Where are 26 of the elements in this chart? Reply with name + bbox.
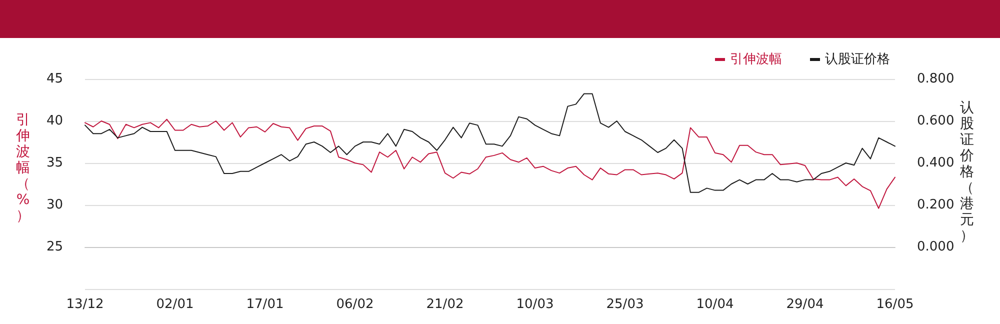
x-tick-label: 17/01 <box>246 297 284 312</box>
y2-tick-label: 0.400 <box>917 156 954 170</box>
line-series <box>84 93 896 193</box>
y-tick-label: 40 <box>46 114 63 128</box>
x-tick-label: 16/05 <box>876 297 914 312</box>
y2-tick-label: 0.800 <box>917 72 954 86</box>
x-tick-label: 13/12 <box>66 297 104 312</box>
legend-label: 认股证价格 <box>825 52 890 67</box>
x-tick-label: 10/03 <box>516 297 554 312</box>
x-tick-label: 21/02 <box>426 297 464 312</box>
x-tick-label: 06/02 <box>336 297 374 312</box>
y2-tick-label: 0.000 <box>917 240 954 254</box>
line-series <box>84 118 896 209</box>
x-tick-label: 10/04 <box>696 297 734 312</box>
legend-label: 引伸波幅 <box>730 52 782 67</box>
y-tick-label: 45 <box>46 72 63 86</box>
y-axis-title: 引伸波幅（%） <box>16 112 30 224</box>
x-tick-label: 02/01 <box>156 297 194 312</box>
y-tick-label: 35 <box>46 156 63 170</box>
y2-tick-label: 0.600 <box>917 114 954 128</box>
x-tick-label: 29/04 <box>786 297 824 312</box>
text: 认股证价格（港元） <box>960 100 974 244</box>
x-tick-label: 25/03 <box>606 297 644 312</box>
y2-tick-label: 0.200 <box>917 198 954 212</box>
y-tick-label: 25 <box>46 240 63 254</box>
y-tick-label: 30 <box>46 198 63 212</box>
